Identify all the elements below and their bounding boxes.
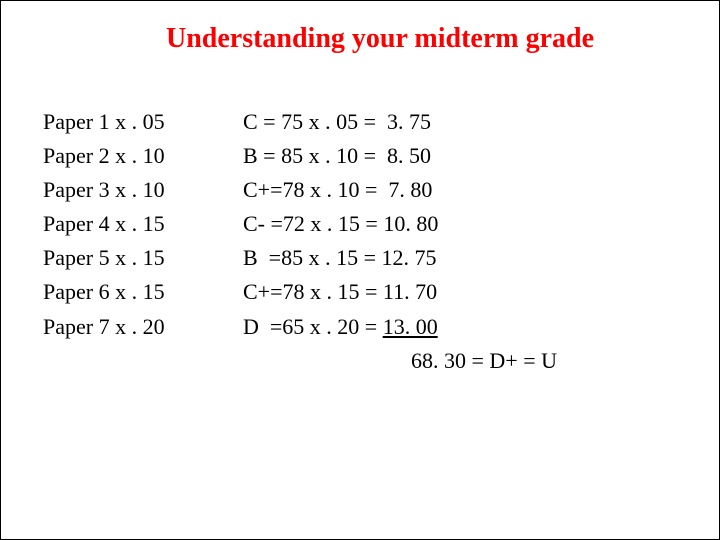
right-column: C = 75 x . 05 = 3. 75 B = 85 x . 10 = 8.… — [243, 105, 557, 378]
weight-row: Paper 1 x . 05 — [43, 105, 243, 139]
calc-row: C+=78 x . 10 = 7. 80 — [243, 173, 557, 207]
weight-row: Paper 2 x . 10 — [43, 139, 243, 173]
weight-row: Paper 3 x . 10 — [43, 173, 243, 207]
left-column: Paper 1 x . 05 Paper 2 x . 10 Paper 3 x … — [1, 105, 243, 378]
weight-row: Paper 4 x . 15 — [43, 207, 243, 241]
calc-row: B =85 x . 15 = 12. 75 — [243, 241, 557, 275]
weight-row: Paper 5 x . 15 — [43, 241, 243, 275]
calc-row: C- =72 x . 15 = 10. 80 — [243, 207, 557, 241]
content-area: Paper 1 x . 05 Paper 2 x . 10 Paper 3 x … — [1, 55, 719, 378]
calc-row: B = 85 x . 10 = 8. 50 — [243, 139, 557, 173]
calc-underlined: 13. 00 — [383, 314, 438, 339]
calc-row: C+=78 x . 15 = 11. 70 — [243, 275, 557, 309]
slide-container: Understanding your midterm grade Paper 1… — [0, 0, 720, 540]
slide-title: Understanding your midterm grade — [1, 1, 719, 55]
calc-prefix: D =65 x . 20 = — [243, 314, 383, 339]
weight-row: Paper 7 x . 20 — [43, 310, 243, 344]
calc-row-last: D =65 x . 20 = 13. 00 — [243, 310, 557, 344]
total-row: 68. 30 = D+ = U — [243, 344, 557, 378]
weight-row: Paper 6 x . 15 — [43, 275, 243, 309]
calc-row: C = 75 x . 05 = 3. 75 — [243, 105, 557, 139]
